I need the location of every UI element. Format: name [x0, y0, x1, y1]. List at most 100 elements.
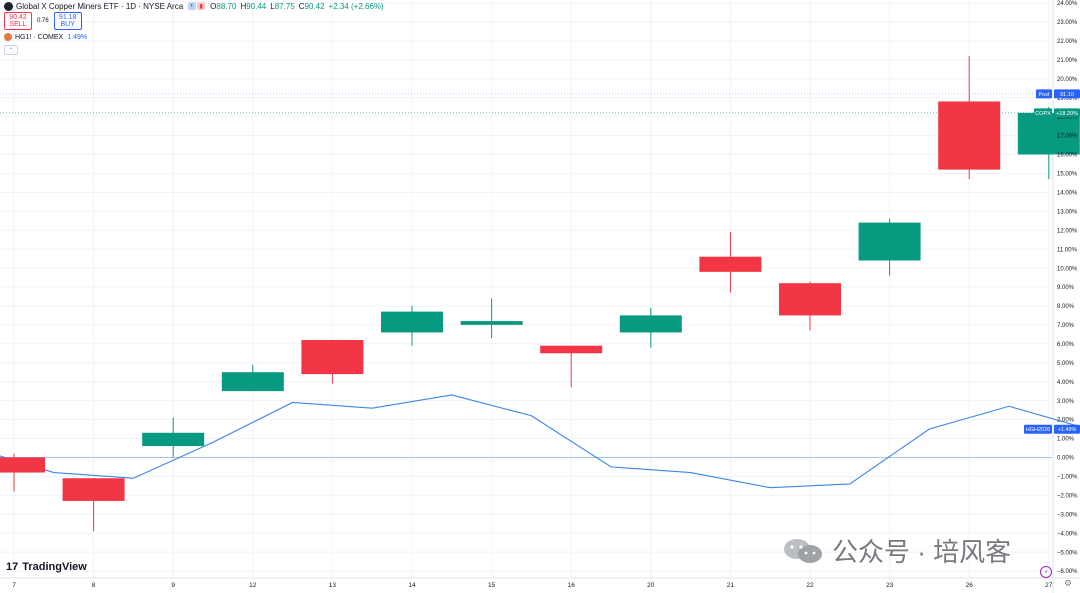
y-tick-label: 24.00% — [1057, 1, 1078, 7]
y-tick-label: 12.00% — [1057, 228, 1078, 234]
tv-logo-icon: 17 — [6, 561, 19, 573]
y-tick-label: 17.00% — [1057, 134, 1078, 140]
y-tick-label: 2.00% — [1057, 418, 1075, 424]
y-tick-label: 18.00% — [1057, 115, 1078, 121]
y-tick-label: 14.00% — [1057, 191, 1078, 197]
copx-logo-icon — [4, 1, 13, 11]
x-tick-label: 9 — [171, 582, 175, 589]
y-tick-label: 0.00% — [1057, 456, 1075, 462]
flag-icon[interactable]: ▮ — [197, 2, 206, 10]
x-tick-label: 13 — [329, 582, 337, 589]
candle-body[interactable] — [1017, 112, 1080, 155]
watermark-text: 公众号 · 培风客 — [832, 537, 1012, 567]
buy-price: 91.18 — [58, 14, 77, 21]
symbol-header: Global X Copper Miners ETF · 1D · NYSE A… — [4, 0, 384, 12]
y-tick-label: 3.00% — [1057, 399, 1075, 405]
y-tick-label: 21.00% — [1057, 58, 1078, 64]
price-tag-label: Post — [1038, 92, 1049, 98]
x-tick-label: 23 — [886, 582, 894, 589]
x-tick-label: 12 — [249, 582, 257, 589]
y-tick-label: 5.00% — [1057, 361, 1075, 367]
open-value: 88.70 — [216, 1, 237, 11]
price-tag-value: +1.49% — [1058, 427, 1077, 433]
hg1-logo-icon — [4, 33, 12, 41]
price-tag-label: HGH2026 — [1026, 427, 1050, 433]
y-tick-label: −1.00% — [1057, 475, 1078, 481]
sell-button[interactable]: 90.42 SELL — [4, 12, 32, 30]
chevron-up-icon: ⌃ — [8, 47, 14, 54]
low-value: 87.75 — [274, 1, 295, 11]
candle-body[interactable] — [221, 372, 284, 392]
y-tick-label: 8.00% — [1057, 304, 1075, 310]
price-tag-value-bg — [1054, 89, 1080, 99]
y-tick-label: 15.00% — [1057, 172, 1078, 178]
overlay-legend[interactable]: HG1! · COMEX 1.49% — [4, 33, 87, 41]
candle-body[interactable] — [699, 256, 762, 272]
eye-icon[interactable]: ◐ — [188, 2, 197, 10]
open-key: O — [210, 1, 217, 11]
x-tick-label: 15 — [488, 582, 496, 589]
y-tick-label: 19.00% — [1057, 96, 1078, 102]
candle-body[interactable] — [142, 432, 205, 447]
close-key: C — [298, 1, 305, 11]
collapse-legend-button[interactable]: ⌃ — [4, 45, 18, 55]
candle-body[interactable] — [858, 222, 921, 261]
candle-body[interactable] — [779, 283, 841, 316]
x-tick-label: 8 — [92, 582, 96, 589]
close-value: 90.42 — [304, 1, 325, 11]
y-tick-label: −6.00% — [1057, 569, 1078, 575]
y-tick-label: 9.00% — [1057, 285, 1075, 291]
hgh2026-line — [0, 394, 1080, 489]
tradingview-logo[interactable]: 17 TradingView — [6, 561, 87, 573]
y-tick-label: 20.00% — [1057, 77, 1078, 83]
high-key: H — [240, 1, 247, 11]
x-tick-label: 14 — [408, 582, 416, 589]
price-tag-value: 91.10 — [1060, 92, 1074, 98]
y-tick-label: −2.00% — [1057, 493, 1078, 499]
overlay-value: 1.49% — [67, 33, 88, 41]
timezone-icon[interactable]: ⚡ — [1040, 566, 1052, 578]
buy-button[interactable]: 91.18 BUY — [53, 12, 82, 30]
header-pills: ◐ ▮ — [188, 2, 206, 10]
candle-body[interactable] — [460, 321, 523, 325]
watermark: 公众号 · 培风客 — [782, 532, 1011, 569]
x-tick-label: 16 — [568, 582, 576, 589]
logo-text: TradingView — [22, 561, 87, 573]
candle-body[interactable] — [540, 345, 603, 354]
candle-body[interactable] — [301, 340, 364, 375]
y-tick-label: 1.00% — [1057, 437, 1075, 443]
y-tick-label: 4.00% — [1057, 380, 1075, 386]
price-tag-label: COPX — [1035, 111, 1051, 117]
y-tick-label: 10.00% — [1057, 266, 1078, 272]
candle-body[interactable] — [938, 101, 1001, 170]
y-tick-label: 7.00% — [1057, 323, 1075, 329]
x-tick-label: 27 — [1045, 582, 1053, 589]
price-tag-hgh2026 — [1024, 424, 1052, 434]
y-tick-label: 6.00% — [1057, 342, 1075, 348]
candle-body[interactable] — [619, 315, 682, 333]
high-value: 90.44 — [246, 1, 267, 11]
candle-body[interactable] — [381, 311, 443, 333]
x-tick-label: 22 — [806, 582, 814, 589]
change-value: +2.34 (+2.66%) — [328, 1, 384, 11]
price-tag-copx — [1034, 108, 1052, 118]
x-tick-label: 7 — [12, 582, 16, 589]
low-key: L — [270, 1, 275, 11]
y-tick-label: 16.00% — [1057, 153, 1078, 159]
settings-gear-icon[interactable]: ⚙ — [1064, 578, 1073, 588]
price-tag-post — [1036, 89, 1052, 99]
buy-label: BUY — [60, 21, 75, 28]
y-tick-label: 22.00% — [1057, 39, 1078, 45]
candle-body[interactable] — [0, 457, 45, 473]
y-tick-label: −3.00% — [1057, 512, 1078, 518]
y-tick-label: −4.00% — [1057, 531, 1078, 537]
y-tick-label: −5.00% — [1057, 550, 1078, 556]
ohlc-values: O88.70 H90.44 L87.75 C90.42 +2.34 (+2.66… — [210, 2, 384, 11]
wechat-icon — [784, 538, 822, 563]
x-tick-label: 26 — [966, 582, 974, 589]
spread-value: 0.76 — [37, 18, 49, 24]
candle-body[interactable] — [62, 478, 125, 501]
symbol-title[interactable]: Global X Copper Miners ETF · 1D · NYSE A… — [16, 1, 184, 11]
y-tick-label: 13.00% — [1057, 209, 1078, 215]
